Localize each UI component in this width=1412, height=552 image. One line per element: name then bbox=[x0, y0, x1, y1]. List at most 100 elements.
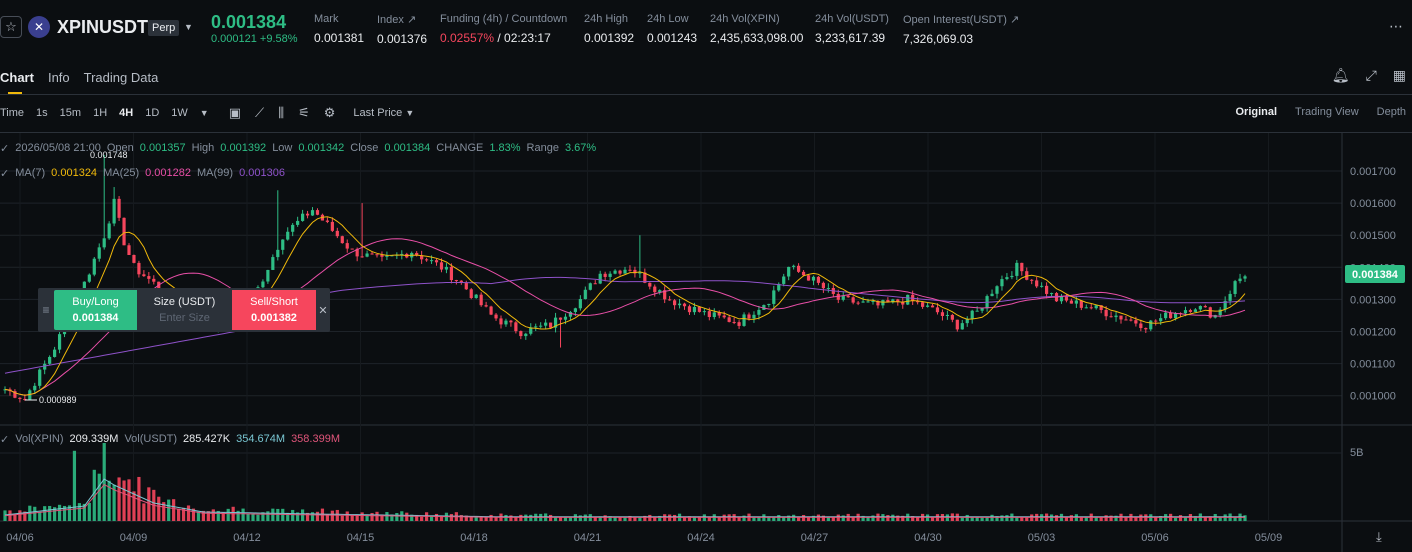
volume-bar bbox=[519, 514, 523, 521]
drag-handle-icon[interactable]: ≡ bbox=[42, 303, 50, 317]
candle-body bbox=[593, 283, 597, 285]
volume-bar bbox=[221, 512, 225, 521]
calendar-icon[interactable]: ▣ bbox=[228, 105, 241, 120]
candlestick-chart[interactable]: 0.0017000.0016000.0015000.0014000.001300… bbox=[0, 133, 1412, 552]
candle-body bbox=[534, 326, 538, 328]
legend-toggle-chevron-icon[interactable]: ✓ bbox=[0, 434, 10, 446]
volume-bar bbox=[241, 508, 245, 521]
volume-ma1-line bbox=[4, 478, 1245, 518]
tab-chart[interactable]: Chart bbox=[0, 70, 34, 85]
view-original[interactable]: Original bbox=[1235, 106, 1278, 118]
volume-bar bbox=[886, 515, 890, 521]
timeframe-dropdown-chevron-down-icon[interactable]: ▼ bbox=[199, 108, 209, 118]
volume-bar bbox=[390, 514, 394, 521]
volume-bar bbox=[1064, 517, 1069, 521]
volume-bar bbox=[281, 508, 285, 521]
candle-body bbox=[1094, 305, 1098, 309]
favorite-star-icon[interactable]: ☆ bbox=[0, 16, 22, 38]
candle-body bbox=[122, 217, 126, 246]
candle-body bbox=[1223, 300, 1227, 310]
close-value: 0.001384 bbox=[384, 142, 431, 154]
chart-settings-gear-icon[interactable]: ⚙ bbox=[323, 105, 336, 120]
vol-ma1-value: 354.674M bbox=[236, 433, 286, 445]
candle-body bbox=[990, 293, 994, 297]
candle-body bbox=[975, 310, 979, 312]
volume-bar bbox=[549, 514, 553, 521]
ma7-value: 0.001324 bbox=[51, 167, 98, 179]
view-trading-view[interactable]: Trading View bbox=[1295, 106, 1359, 118]
view-depth[interactable]: Depth bbox=[1376, 106, 1406, 118]
bell-icon[interactable]: 🔔︎ bbox=[1331, 67, 1350, 83]
price-type-select[interactable]: Last Price ▼ bbox=[353, 107, 414, 119]
candle-body bbox=[1049, 293, 1054, 295]
sell-short-button[interactable]: Sell/Short 0.001382 bbox=[232, 290, 316, 330]
volume-bar bbox=[216, 510, 220, 521]
time-tick-label: 04/12 bbox=[233, 532, 261, 544]
candle-body bbox=[663, 290, 667, 300]
volume-bar bbox=[57, 504, 62, 521]
candle-body bbox=[112, 198, 116, 224]
timeframe-time[interactable]: Time bbox=[0, 107, 25, 119]
timeframe-1h[interactable]: 1H bbox=[93, 107, 108, 119]
volume-bar bbox=[598, 516, 602, 521]
timeframe-1s[interactable]: 1s bbox=[36, 107, 48, 119]
candle-body bbox=[717, 312, 721, 316]
candle-body bbox=[757, 309, 761, 315]
timeframe-1w[interactable]: 1W bbox=[171, 107, 188, 119]
candle-body bbox=[549, 322, 553, 328]
volume-bar bbox=[484, 517, 488, 521]
moving-average-lines bbox=[4, 216, 1246, 518]
buy-long-button[interactable]: Buy/Long 0.001384 bbox=[54, 290, 137, 330]
symbol-name[interactable]: XPINUSDT bbox=[57, 17, 149, 37]
timeframe-1d[interactable]: 1D bbox=[145, 107, 160, 119]
volume-bar bbox=[142, 503, 146, 521]
legend-toggle-chevron-icon[interactable]: ✓ bbox=[0, 143, 10, 155]
candle-body bbox=[563, 316, 568, 320]
stat-open-interest[interactable]: Open Interest(USDT) ↗ 7,326,069.03 bbox=[903, 13, 1019, 46]
candle-body bbox=[826, 287, 830, 289]
candle-body bbox=[92, 258, 96, 275]
candle-body bbox=[722, 315, 726, 318]
volume-bar bbox=[797, 516, 801, 521]
current-price-label: 0.001384 bbox=[1352, 269, 1399, 281]
vol-xpin-label: Vol(XPIN) bbox=[15, 433, 64, 445]
volume-bar bbox=[345, 511, 349, 521]
stat-value: 0.02557% / 02:23:17 bbox=[440, 31, 567, 45]
candle-body bbox=[1124, 319, 1128, 321]
grid-layout-icon[interactable]: ▦ bbox=[1392, 67, 1406, 83]
candle-body bbox=[653, 286, 657, 293]
volume-bar bbox=[1124, 516, 1128, 521]
candle-body bbox=[43, 363, 47, 370]
tab-trading-data[interactable]: Trading Data bbox=[83, 70, 159, 85]
volume-bar bbox=[757, 516, 761, 521]
timeframe-15m[interactable]: 15m bbox=[59, 107, 82, 119]
expand-icon[interactable]: ⤢ bbox=[1365, 67, 1377, 83]
indicator-settings-icon[interactable]: ⚟ bbox=[298, 105, 310, 120]
size-input[interactable]: Size (USDT) Enter Size bbox=[137, 288, 232, 332]
symbol-dropdown-chevron-down-icon[interactable]: ▼ bbox=[184, 22, 193, 32]
timeframe-4h[interactable]: 4H bbox=[119, 107, 134, 119]
volume-bar bbox=[608, 516, 612, 521]
more-options-icon[interactable]: ⋯ bbox=[1389, 18, 1404, 34]
candle-body bbox=[950, 314, 954, 320]
volume-bar bbox=[1109, 515, 1113, 521]
time-tick-label: 05/06 bbox=[1141, 532, 1169, 544]
candle-body bbox=[692, 306, 697, 313]
tab-info[interactable]: Info bbox=[47, 70, 70, 85]
stat-value: 0.001376 bbox=[377, 32, 428, 46]
volume-bar bbox=[305, 512, 310, 521]
candle-body bbox=[707, 311, 711, 318]
volume-bar bbox=[1134, 516, 1138, 521]
candle-body bbox=[509, 320, 513, 323]
volume-bar bbox=[1094, 516, 1098, 521]
close-icon[interactable]: ✕ bbox=[318, 304, 328, 317]
legend-toggle-chevron-icon[interactable]: ✓ bbox=[0, 168, 10, 180]
time-tick-label: 04/30 bbox=[914, 532, 942, 544]
indicator-line-icon[interactable]: ⟋ bbox=[254, 105, 265, 120]
stat-index[interactable]: Index ↗ 0.001376 bbox=[377, 13, 427, 46]
candle-type-icon[interactable]: ⫼ bbox=[278, 105, 285, 120]
candle-body bbox=[697, 306, 701, 312]
vol-usdt-value: 285.427K bbox=[183, 433, 231, 445]
scroll-to-latest-icon[interactable]: ⤓ bbox=[1376, 530, 1382, 545]
candle-body bbox=[613, 270, 617, 274]
